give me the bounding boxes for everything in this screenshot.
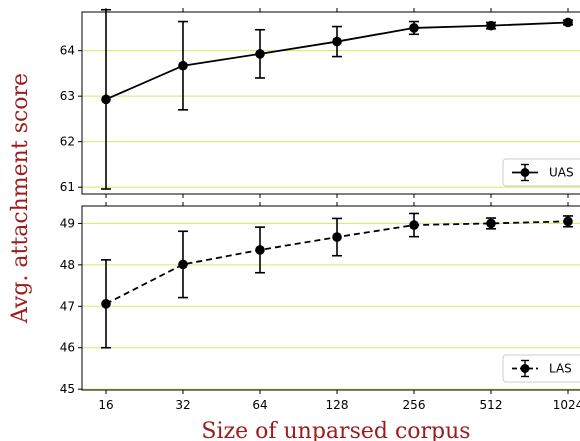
y-tick-label: 45 [60,382,75,396]
plot-frame [81,205,580,391]
x-tick-label: 64 [252,398,267,412]
data-point [101,299,111,309]
x-tick-label: 128 [326,398,349,412]
y-tick-label: 48 [60,258,75,272]
x-tick-label: 256 [403,398,426,412]
x-tick-label: 1024 [553,398,580,412]
y-tick-label: 64 [60,44,75,58]
data-point [486,20,496,31]
legend-label: LAS [549,362,572,376]
chart-panel-top: 61 62 63 64 UAS [60,8,580,198]
y-tick-label: 46 [60,341,75,355]
data-point [255,245,265,255]
x-tick-label: 512 [480,398,503,412]
data-point [563,216,573,227]
data-point [409,220,419,230]
y-tick-label: 63 [60,89,75,103]
data-point [332,232,342,242]
data-point [486,218,496,229]
plot-frame [81,11,580,195]
x-tick-label: 16 [98,398,113,412]
x-tick-label: 32 [175,398,190,412]
data-point [101,94,111,105]
data-point [409,23,419,33]
legend-label: UAS [549,166,574,180]
legend-swatch-marker [520,168,530,177]
y-tick-label: 47 [60,299,75,313]
y-tick-label: 61 [60,180,75,194]
chart-panel-bottom: 45 46 47 48 49 16 32 64 128 256 512 1024 LAS [60,202,580,412]
data-point [255,49,265,59]
legend-swatch-marker [520,364,530,373]
data-point [178,60,188,71]
legend-box [502,158,580,187]
data-point [178,259,188,270]
x-axis-label: Size of unparsed corpus [201,419,470,441]
y-axis-label: Avg. attachment score [8,73,33,324]
y-tick-label: 49 [60,216,75,230]
legend-box [502,354,580,383]
data-point [332,36,342,47]
data-point [563,17,573,28]
y-tick-label: 62 [60,135,75,149]
